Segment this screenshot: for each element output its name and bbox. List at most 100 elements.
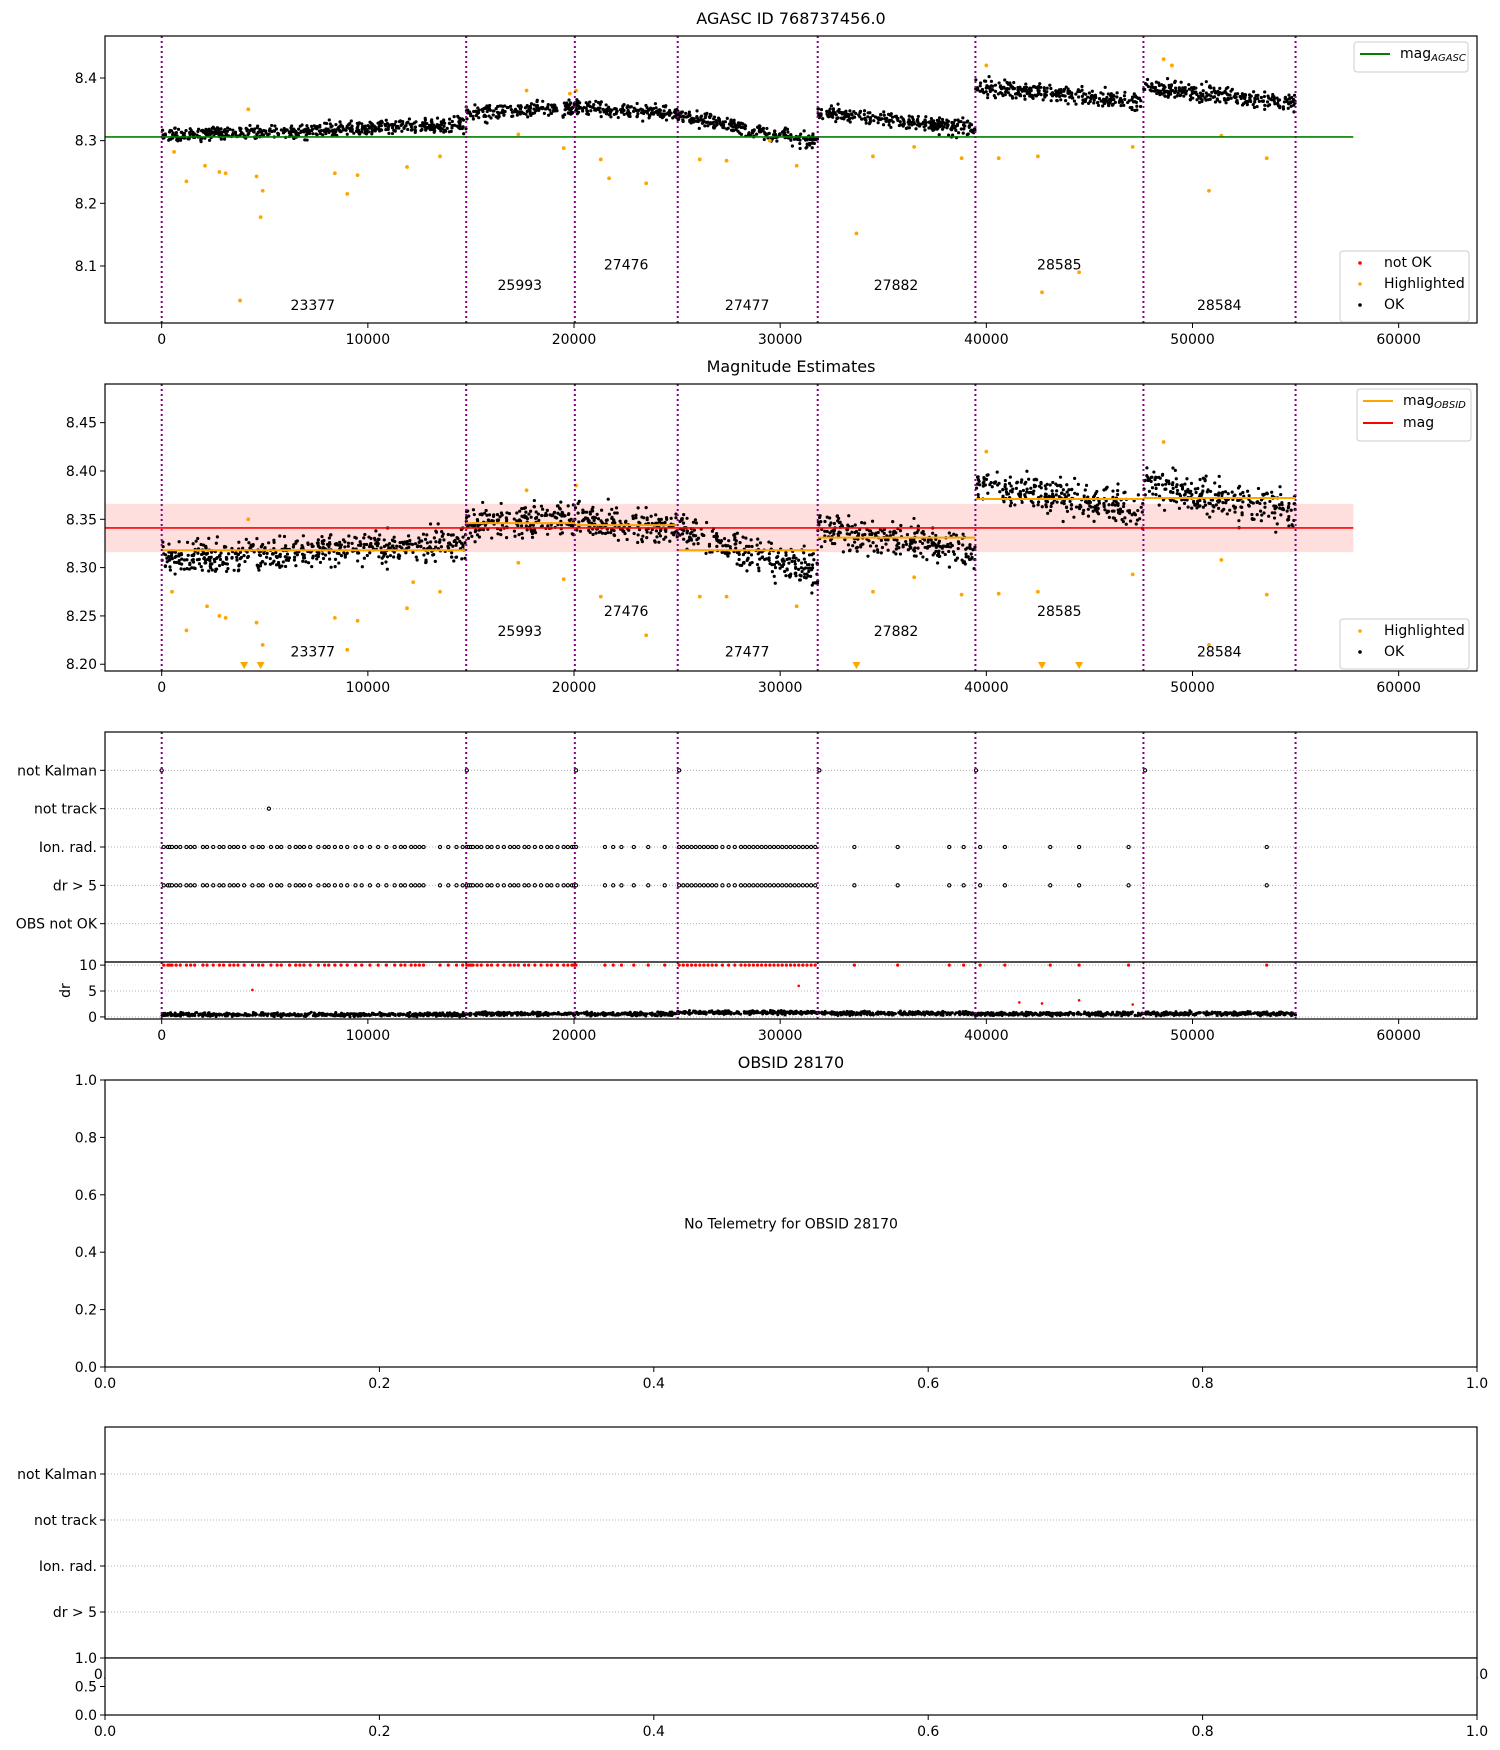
ok-point	[951, 133, 955, 137]
ok-point	[852, 110, 856, 114]
ok-point	[798, 578, 802, 582]
flag-marker	[192, 844, 197, 850]
ok-point	[937, 541, 941, 545]
highlighted-point	[1040, 290, 1044, 295]
obsid-label: 23377	[291, 645, 336, 661]
ok-point	[305, 138, 309, 142]
ok-point	[274, 551, 278, 555]
ok-point	[997, 481, 1001, 485]
ok-point	[598, 530, 602, 534]
ok-point	[929, 122, 933, 126]
flag-marker	[732, 883, 737, 888]
flag-marker	[489, 844, 494, 850]
ok-point	[197, 127, 201, 131]
ok-point	[442, 538, 446, 542]
ok-point	[1200, 98, 1204, 102]
ok-point	[272, 129, 277, 133]
flag-marker	[973, 768, 979, 773]
highlighted-point	[724, 158, 729, 163]
ok-point	[410, 542, 415, 547]
ok-point	[1273, 507, 1277, 511]
ok-point	[635, 101, 639, 106]
ok-point	[379, 546, 383, 550]
ok-point	[320, 534, 324, 539]
ok-point	[1036, 503, 1040, 507]
ok-point	[1050, 501, 1054, 506]
ok-point	[692, 542, 696, 546]
ok-point	[1097, 97, 1102, 101]
ok-point	[303, 138, 307, 142]
ok-point	[1040, 505, 1044, 509]
ok-point	[1121, 520, 1125, 524]
highlighted-point	[767, 138, 772, 143]
ok-point	[774, 560, 779, 564]
ok-point	[1208, 502, 1212, 506]
dr-ok-point	[279, 1012, 283, 1016]
ok-point	[1228, 508, 1232, 512]
flag-marker	[796, 883, 801, 888]
ok-point	[1008, 504, 1013, 508]
ok-point	[1055, 99, 1059, 103]
ok-point	[761, 128, 765, 133]
ok-point	[867, 529, 872, 533]
ok-point	[195, 558, 200, 562]
flag-marker	[421, 883, 426, 888]
ok-point	[793, 559, 797, 564]
ok-point	[1112, 97, 1116, 102]
ok-point	[1162, 508, 1167, 512]
ok-point	[256, 565, 260, 570]
dr-ok-point	[178, 1012, 182, 1016]
ok-point	[1063, 94, 1067, 98]
ok-point	[378, 122, 382, 126]
ok-point	[505, 511, 509, 515]
ok-point	[882, 113, 886, 117]
ok-point	[747, 131, 751, 135]
flag-marker	[353, 844, 358, 850]
ok-point	[1177, 506, 1182, 510]
ok-point	[649, 514, 653, 518]
ok-point	[335, 551, 339, 555]
ok-point	[327, 118, 331, 122]
ok-point	[393, 122, 397, 127]
ok-point	[1201, 505, 1205, 509]
highlighted-point	[598, 157, 603, 162]
ok-point	[911, 120, 916, 124]
ok-point	[523, 106, 528, 110]
ok-point	[1180, 498, 1184, 502]
ok-point	[392, 555, 396, 559]
ok-point	[830, 541, 835, 546]
ok-point	[498, 515, 502, 519]
ok-point	[988, 86, 992, 90]
ok-point	[1091, 509, 1095, 513]
ok-point	[884, 542, 888, 546]
ok-point	[1076, 95, 1081, 99]
flag-marker	[784, 844, 789, 850]
ok-point	[529, 515, 533, 519]
ok-point	[217, 130, 222, 134]
ok-point	[214, 556, 219, 561]
flag-marker	[188, 844, 193, 850]
ok-point	[1136, 96, 1140, 101]
flag-marker	[322, 844, 327, 850]
ok-point	[750, 544, 754, 549]
ok-point	[945, 118, 949, 122]
ok-point	[365, 542, 369, 547]
ok-point	[1287, 93, 1291, 97]
ok-point	[975, 475, 980, 479]
ok-point	[1179, 80, 1183, 84]
ok-point	[577, 106, 581, 110]
ok-point	[892, 550, 896, 554]
ok-point	[350, 129, 354, 133]
ok-point	[1272, 504, 1276, 508]
flag-marker	[545, 883, 550, 888]
ok-point	[1107, 515, 1111, 519]
ok-point	[805, 563, 810, 567]
ok-point	[1212, 86, 1216, 90]
ok-point	[1266, 94, 1270, 98]
ok-point	[836, 109, 840, 113]
ok-point	[482, 114, 486, 119]
ok-point	[659, 517, 663, 521]
ok-point	[1065, 483, 1069, 487]
highlighted-point	[345, 647, 350, 652]
ok-point	[310, 544, 314, 549]
